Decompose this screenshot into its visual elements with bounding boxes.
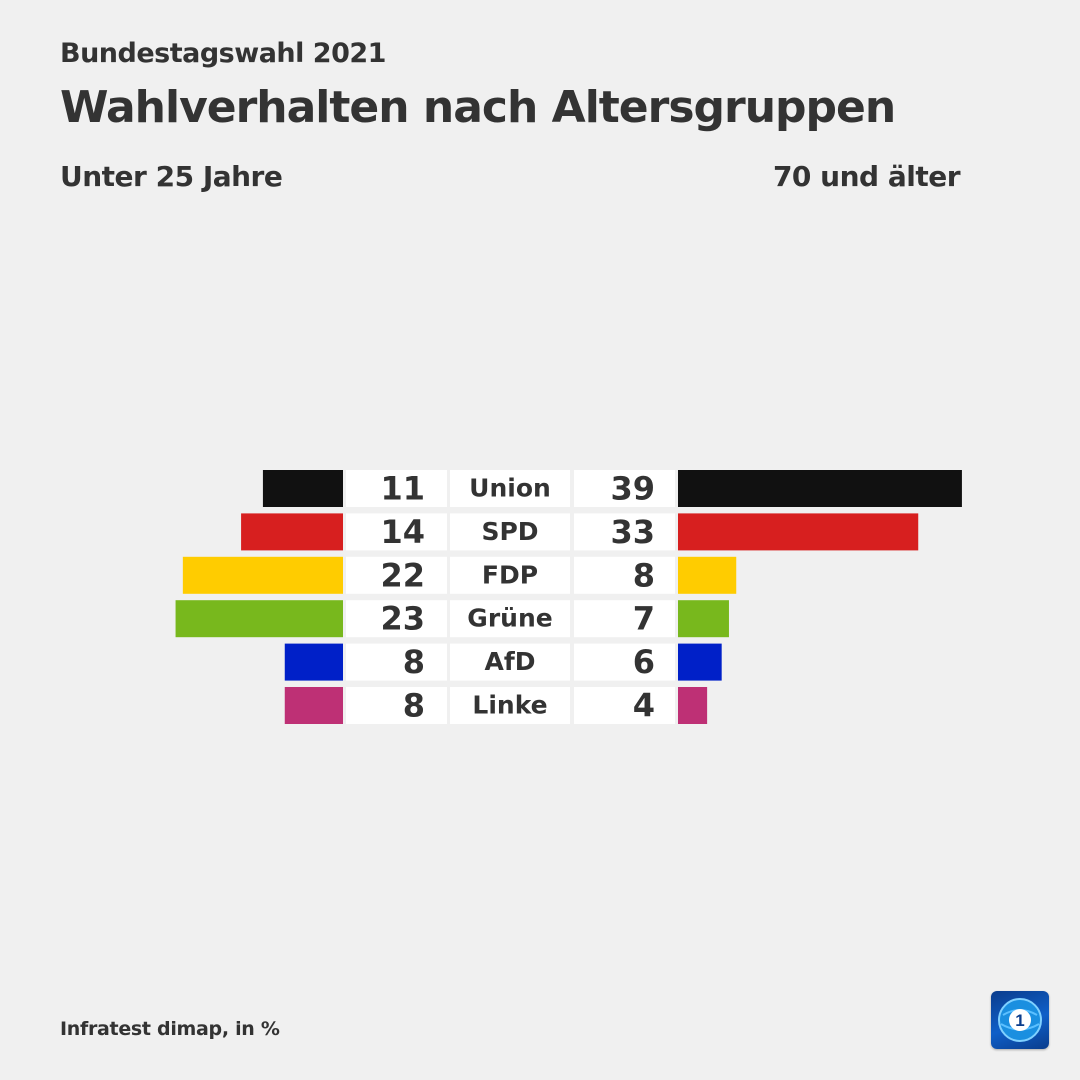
right-value-cell-linke (574, 687, 675, 724)
category-label-afd: AfD (485, 647, 536, 676)
bar-left-fdp (182, 556, 343, 594)
data-label-left-fdp: 22 (380, 556, 425, 594)
left-value-cell-fdp (346, 556, 447, 594)
data-label-left-linke: 8 (403, 687, 425, 725)
bar-left-union (262, 470, 343, 507)
bar-left-linke (284, 687, 343, 724)
left-value-cell-gr-ne (346, 600, 447, 638)
left-value-cell-linke (346, 687, 447, 724)
source-note: Infratest dimap, in % (60, 1018, 280, 1040)
category-cell-fdp (450, 556, 570, 594)
category-cell-afd (450, 643, 570, 681)
category-cell-spd (450, 513, 570, 551)
data-label-left-union: 11 (380, 470, 425, 508)
category-label-union: Union (469, 474, 551, 503)
left-group-label: Unter 25 Jahre (60, 160, 283, 193)
right-value-cell-afd (574, 643, 675, 681)
right-value-cell-union (574, 470, 675, 507)
data-label-left-gr-ne: 23 (380, 600, 425, 638)
data-label-right-linke: 4 (633, 687, 655, 725)
left-value-cell-union (346, 470, 447, 507)
data-label-left-spd: 14 (380, 513, 425, 551)
chart-overline: Bundestagswahl 2021 (60, 38, 386, 69)
bar-right-union (678, 470, 962, 507)
right-value-cell-fdp (574, 556, 675, 594)
data-label-left-afd: 8 (403, 643, 425, 681)
bar-left-spd (241, 513, 343, 551)
category-label-linke: Linke (472, 691, 547, 720)
left-value-cell-spd (346, 513, 447, 551)
category-cell-union (450, 470, 570, 507)
data-label-right-union: 39 (610, 470, 655, 508)
category-label-spd: SPD (481, 517, 538, 546)
data-label-right-afd: 6 (633, 643, 655, 681)
category-cell-gr-ne (450, 600, 570, 638)
bar-left-gr-ne (175, 600, 343, 638)
bar-right-spd (678, 513, 919, 551)
bar-left-afd (284, 643, 343, 681)
right-value-cell-gr-ne (574, 600, 675, 638)
right-group-label: 70 und älter (772, 160, 961, 193)
left-value-cell-afd (346, 643, 447, 681)
category-label-fdp: FDP (482, 560, 538, 589)
data-label-right-fdp: 8 (633, 556, 655, 594)
svg-text:1: 1 (1015, 1011, 1024, 1030)
bar-right-afd (678, 643, 722, 681)
category-cell-linke (450, 687, 570, 724)
chart-title: Wahlverhalten nach Altersgruppen (60, 82, 896, 133)
category-label-gr-ne: Grüne (467, 604, 552, 633)
tagesschau-logo-icon: 1 (991, 991, 1049, 1049)
bar-right-linke (678, 687, 708, 724)
data-label-right-spd: 33 (610, 513, 655, 551)
data-label-right-gr-ne: 7 (633, 600, 655, 638)
bar-right-fdp (678, 556, 737, 594)
right-value-cell-spd (574, 513, 675, 551)
bar-right-gr-ne (678, 600, 729, 638)
